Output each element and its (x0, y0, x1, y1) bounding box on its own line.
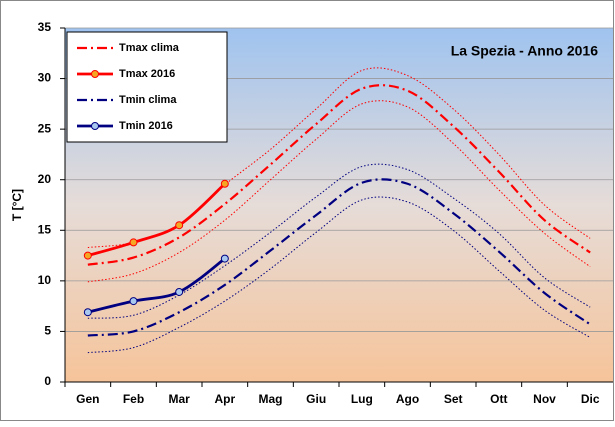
point (129, 297, 138, 306)
chart-title: La Spezia - Anno 2016 (451, 43, 599, 59)
y-tick-label: 35 (38, 20, 52, 34)
series-line (87, 196, 591, 354)
x-tick-label: Feb (123, 392, 144, 406)
point (83, 251, 92, 260)
legend-marker (91, 122, 99, 130)
legend-label: Tmax clima (119, 42, 180, 54)
series-line (87, 257, 226, 314)
legend-label: Tmin 2016 (119, 120, 173, 132)
series-line (87, 178, 591, 337)
legend-label: Tmin clima (119, 94, 177, 106)
y-tick-label: 0 (44, 374, 51, 388)
legend-marker (91, 70, 99, 78)
x-tick-label: Mar (168, 392, 190, 406)
y-tick-label: 10 (38, 273, 52, 287)
point (83, 308, 92, 317)
point (220, 179, 229, 188)
x-tick-label: Dic (581, 392, 600, 406)
point (129, 238, 138, 247)
y-axis-label: T [°C] (10, 189, 24, 221)
x-tick-label: Set (444, 392, 463, 406)
x-tick-label: Lug (351, 392, 373, 406)
legend-label: Tmax 2016 (119, 68, 175, 80)
x-tick-label: Nov (533, 392, 556, 406)
y-tick-label: 20 (38, 172, 52, 186)
x-tick-label: Ott (490, 392, 507, 406)
x-tick-label: Gen (76, 392, 99, 406)
y-tick-label: 15 (38, 222, 52, 236)
point (220, 254, 229, 263)
series-line (87, 84, 591, 266)
y-tick-label: 30 (38, 71, 52, 85)
point (175, 287, 184, 296)
x-tick-label: Apr (214, 392, 235, 406)
x-tick-label: Giu (306, 392, 326, 406)
x-tick-label: Ago (396, 392, 419, 406)
series-line (87, 182, 226, 257)
y-tick-label: 5 (44, 324, 51, 338)
point (175, 221, 184, 230)
series-line (87, 100, 591, 283)
y-tick-label: 25 (38, 121, 52, 135)
x-tick-label: Mag (259, 392, 283, 406)
